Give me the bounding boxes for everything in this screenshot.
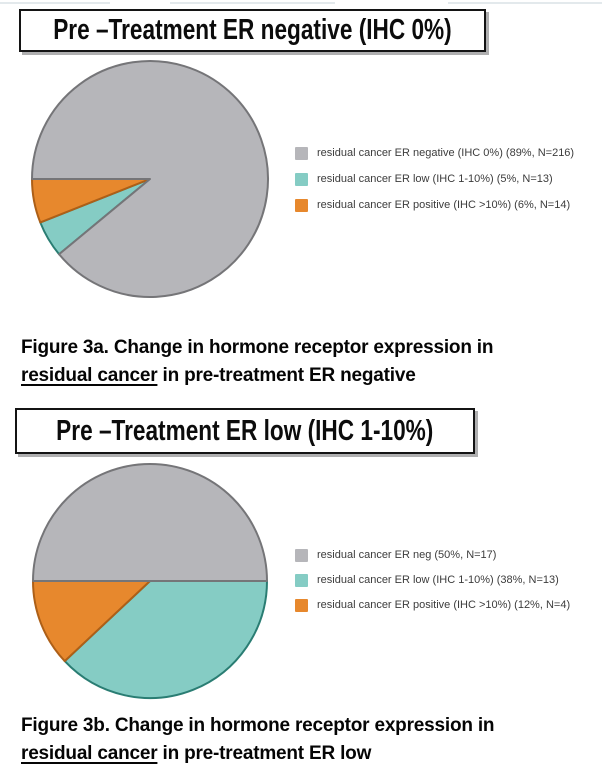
legend-item-er-neg: residual cancer ER neg (50%, N=17) [295,548,570,562]
legend-label: residual cancer ER positive (IHC >10%) (… [317,199,571,211]
legend-label: residual cancer ER negative (IHC 0%) (89… [317,147,575,159]
figure3b-title: Pre –Treatment ER low (IHC 1-10%) [56,414,434,447]
pie-slice-0 [32,463,268,582]
legend-swatch [295,172,308,186]
figure3a-caption-underlined: residual cancer [21,365,158,386]
figure3a-caption-line1: Figure 3a. Change in hormone receptor ex… [21,337,494,358]
legend-label: residual cancer ER neg (50%, N=17) [317,549,497,561]
figure3b-caption-line2: in pre-treatment ER low [157,743,372,764]
figure3a-title: Pre –Treatment ER negative (IHC 0%) [53,14,452,46]
legend-swatch [295,548,308,562]
legend-swatch [295,198,308,212]
legend-item-er-low: residual cancer ER low (IHC 1-10%) (38%,… [295,573,570,587]
pie-chart-pretreatment-er-negative [31,60,269,298]
pie-slice-1 [63,580,268,699]
legend-swatch [295,598,308,612]
legend-item-er-low: residual cancer ER low (IHC 1-10%) (5%, … [295,172,574,186]
legend-label: residual cancer ER low (IHC 1-10%) (5%, … [317,173,553,185]
figure3a-title-box: Pre –Treatment ER negative (IHC 0%) [19,9,486,52]
legend-label: residual cancer ER low (IHC 1-10%) (38%,… [317,574,559,586]
figure3b-caption: Figure 3b. Change in hormone receptor ex… [21,712,591,768]
legend-label: residual cancer ER positive (IHC >10%) (… [317,599,571,611]
legend-item-er-positive: residual cancer ER positive (IHC >10%) (… [295,198,574,212]
figure3b-caption-line1: Figure 3b. Change in hormone receptor ex… [21,715,495,736]
top-hairline-segment [0,2,110,4]
figure3a-caption-line2: in pre-treatment ER negative [157,365,416,386]
legend-item-er-negative: residual cancer ER negative (IHC 0%) (89… [295,146,574,160]
top-hairline-segment [170,2,335,4]
pie-chart-pretreatment-er-low [32,463,268,699]
pie-slice-2 [32,580,151,663]
legend-swatch [295,573,308,587]
figure3b-legend: residual cancer ER neg (50%, N=17) resid… [295,548,570,623]
figure3b-caption-underlined: residual cancer [21,743,158,764]
figure3a-caption: Figure 3a. Change in hormone receptor ex… [21,334,591,390]
figure3b-title-box: Pre –Treatment ER low (IHC 1-10%) [15,408,475,454]
top-hairline-segment [448,2,602,4]
figure3a-legend: residual cancer ER negative (IHC 0%) (89… [295,146,574,224]
legend-item-er-positive: residual cancer ER positive (IHC >10%) (… [295,598,570,612]
legend-swatch [295,146,308,160]
pie-slice-0 [31,60,269,298]
